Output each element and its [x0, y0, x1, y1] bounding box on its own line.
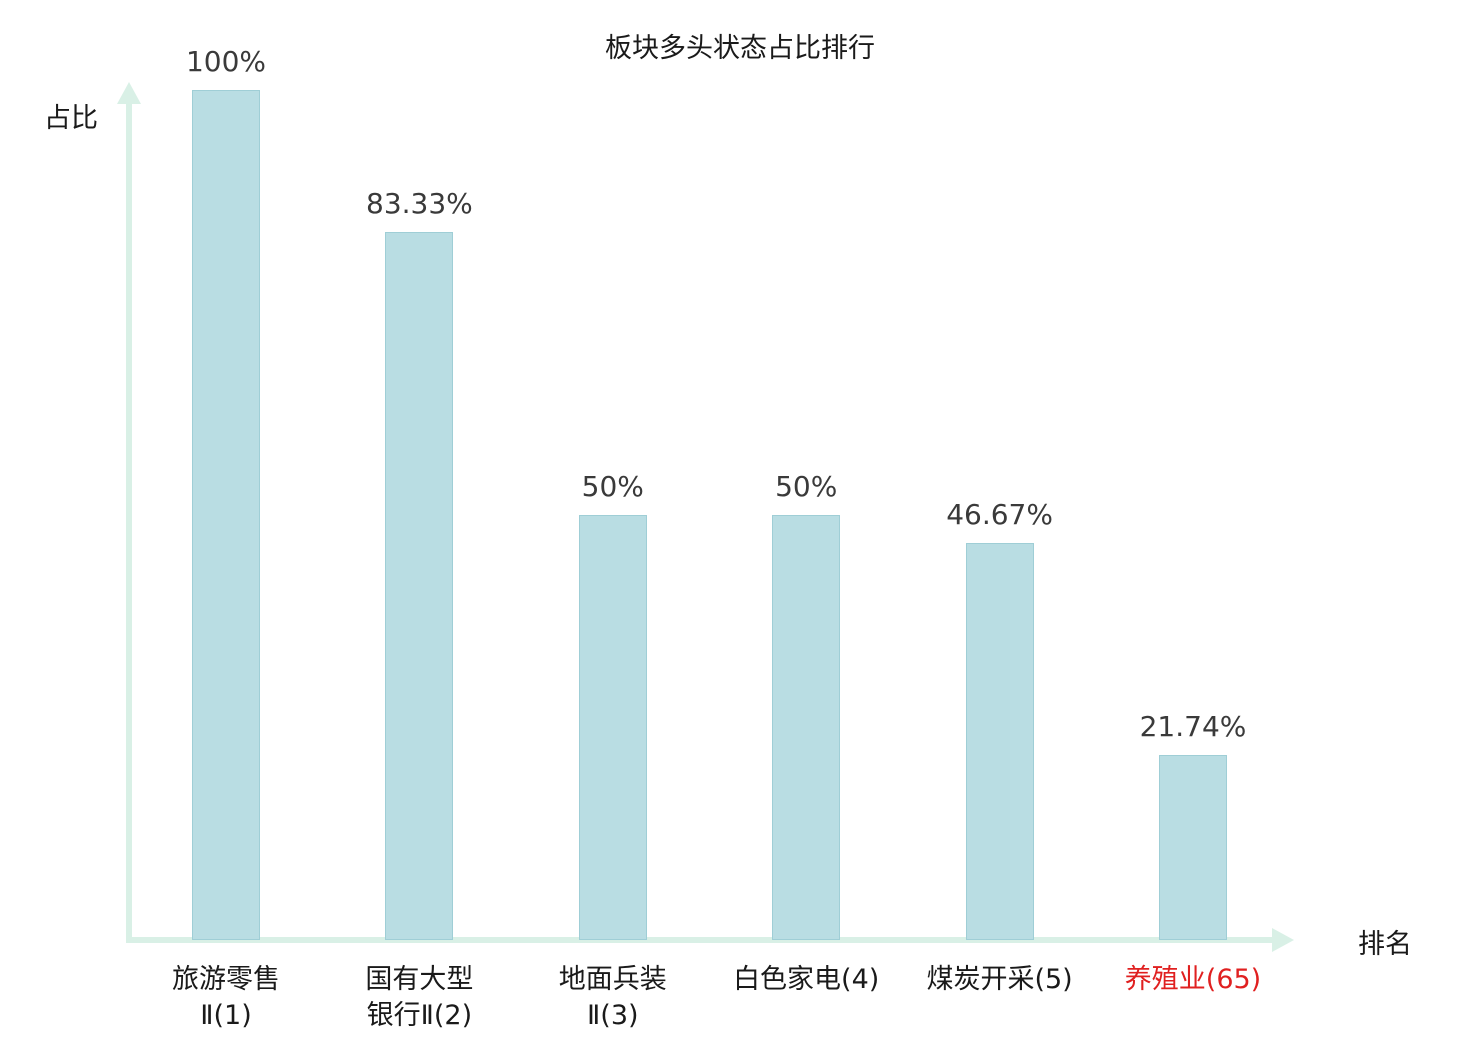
category-label: 养殖业(65) — [1124, 964, 1262, 995]
y-axis-arrow-icon — [117, 82, 141, 104]
bar-2 — [385, 231, 454, 940]
category-label: 国有大型 银行Ⅱ(2) — [365, 964, 474, 1031]
bar-4 — [772, 515, 841, 940]
bar-5 — [965, 543, 1034, 940]
category-label: 旅游零售 Ⅱ(1) — [172, 964, 280, 1031]
bar-6 — [1159, 755, 1227, 940]
bar-value-label: 21.74% — [1139, 710, 1247, 744]
chart-title: 板块多头状态占比排行 — [605, 33, 875, 64]
x-axis-line — [126, 937, 1274, 943]
x-axis-label: 排名 — [1358, 929, 1412, 960]
bar-value-label: 83.33% — [366, 186, 473, 220]
bar-value-label: 100% — [185, 45, 267, 78]
bar-3 — [578, 515, 647, 940]
y-axis-line — [126, 100, 132, 943]
category-labels: 旅游零售 Ⅱ(1) 国有大型 银行Ⅱ(2) 地面兵装 Ⅱ(3) 白色家电(4) 煤炭开采(5)… — [0, 962, 1480, 1040]
category-label: 白色家电(4) — [733, 964, 880, 995]
bar-1 — [192, 90, 260, 940]
bar-value-label: 50% — [775, 470, 838, 503]
plot-area: 100% 83.33% 50% 50% 46.67% 21.74% — [130, 45, 1295, 940]
bar-value-label: 46.67% — [946, 498, 1053, 532]
y-axis-label: 占比 — [44, 103, 98, 134]
category-label: 地面兵装 Ⅱ(3) — [558, 964, 667, 1031]
bar-value-label: 50% — [581, 470, 644, 503]
x-axis-arrow-icon — [1272, 928, 1294, 952]
category-label: 煤炭开采(5) — [926, 964, 1073, 995]
